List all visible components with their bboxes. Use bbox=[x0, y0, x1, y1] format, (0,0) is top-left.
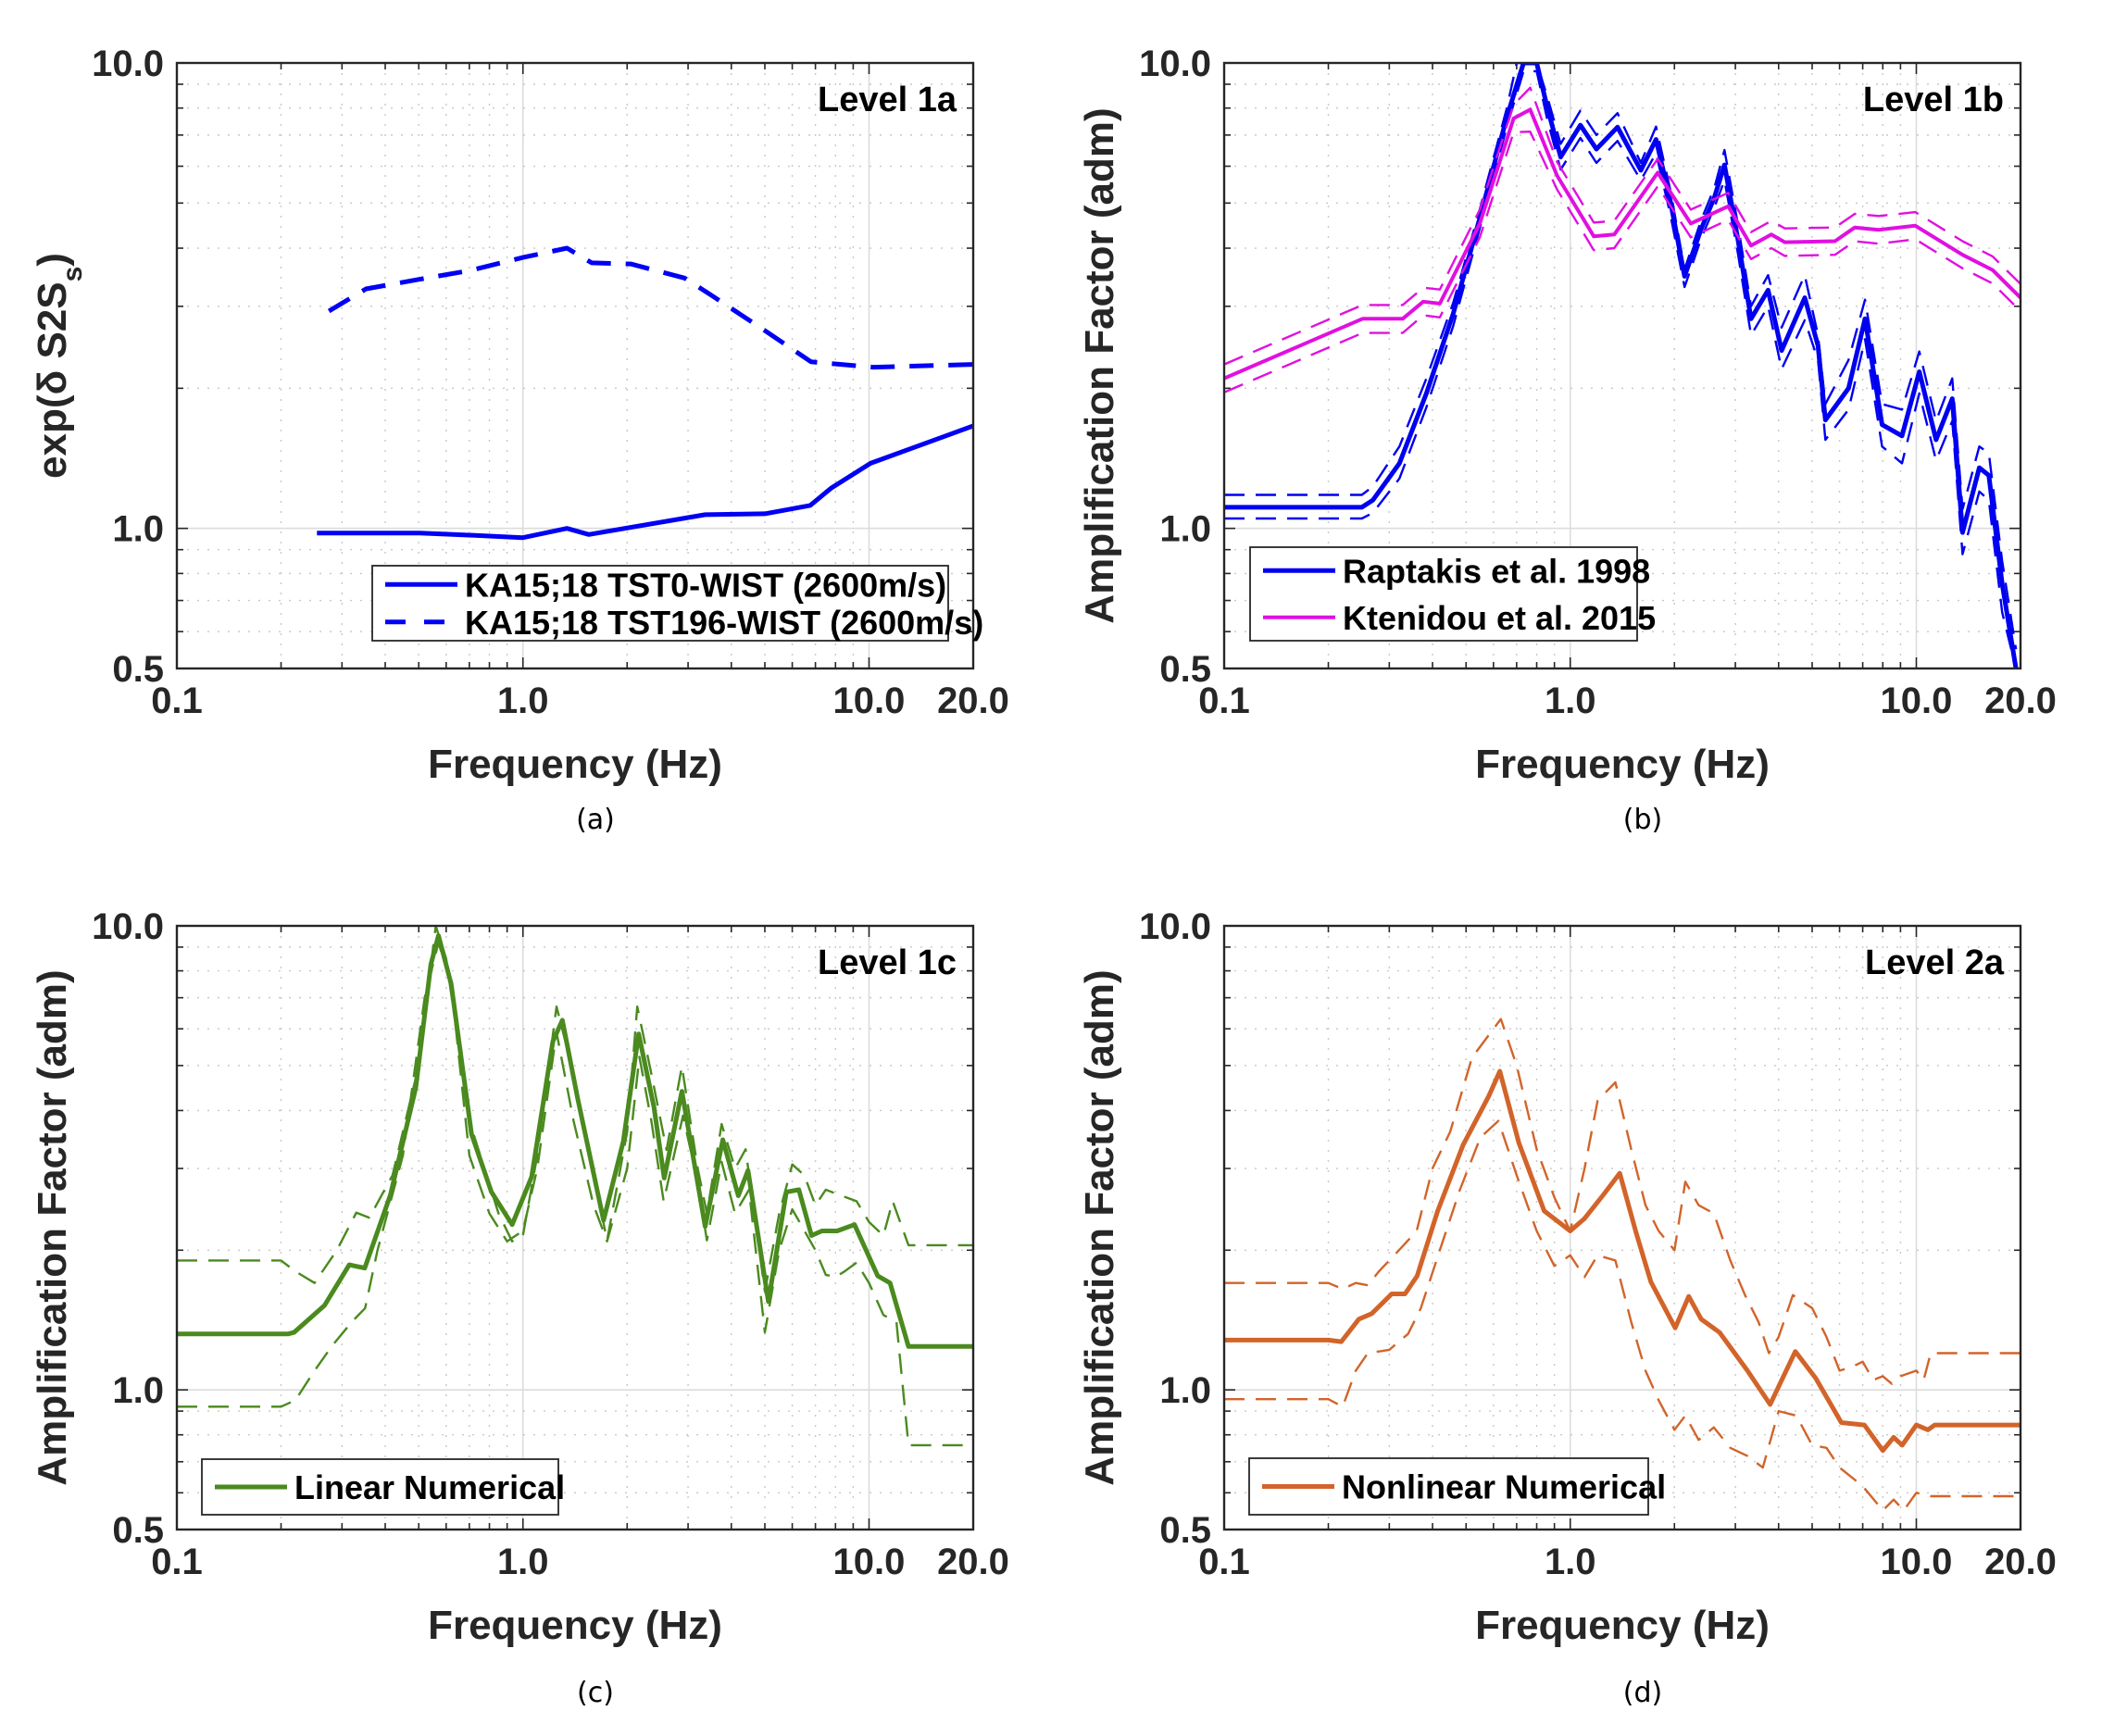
y-axis-label: Amplification Factor (adm) bbox=[30, 969, 75, 1485]
y-tick-label: 10.0 bbox=[92, 44, 164, 84]
panel-caption: (a) bbox=[576, 804, 615, 836]
y-tick-label: 1.0 bbox=[112, 509, 164, 550]
series-line-b-4 bbox=[1224, 86, 2021, 366]
legend-label: Linear Numerical bbox=[294, 1468, 565, 1506]
y-tick-label: 10.0 bbox=[1139, 906, 1211, 947]
plot-area bbox=[1224, 926, 2021, 1530]
y-tick-label: 1.0 bbox=[1159, 509, 1211, 550]
level-label: Level 2a bbox=[1865, 943, 2005, 982]
y-tick-label: 1.0 bbox=[1159, 1370, 1211, 1411]
x-tick-label: 20.0 bbox=[937, 1542, 1009, 1582]
x-tick-label: 0.1 bbox=[1198, 681, 1250, 721]
chart-panel-b: 0.1 1.0 10.0 20.0 0.5 1.0 10.0 Frequency (Hz) Am… bbox=[1077, 44, 2057, 836]
chart-panel-d: 0.1 1.0 10.0 20.0 0.5 1.0 10.0 Frequency (Hz) Am… bbox=[1077, 906, 2057, 1709]
panel-caption: (b) bbox=[1623, 804, 1662, 836]
y-axis-label: exp(δ S2Ss) bbox=[30, 253, 88, 479]
axes-frame bbox=[1222, 924, 2022, 1531]
x-tick-label: 10.0 bbox=[1881, 1542, 1953, 1582]
axes-frame bbox=[1222, 61, 2022, 670]
legend-label: Raptakis et al. 1998 bbox=[1343, 552, 1650, 590]
series-line-b-2 bbox=[1224, 69, 2018, 668]
legend-label: Ktenidou et al. 2015 bbox=[1343, 599, 1656, 637]
level-label: Level 1a bbox=[818, 81, 957, 119]
series-line-d-2 bbox=[1224, 1119, 2021, 1512]
x-tick-label: 0.1 bbox=[151, 1542, 203, 1582]
series-line-a-0 bbox=[317, 423, 973, 541]
x-tick-label: 10.0 bbox=[1881, 681, 1953, 721]
series-line-a-1 bbox=[327, 245, 973, 370]
series-line-c-1 bbox=[177, 926, 973, 1293]
x-tick-label: 1.0 bbox=[497, 1542, 549, 1582]
series-line-d-0 bbox=[1224, 1068, 2021, 1454]
series-line-b-5 bbox=[1224, 130, 2021, 393]
x-axis-label: Frequency (Hz) bbox=[428, 742, 722, 787]
x-tick-label: 10.0 bbox=[833, 681, 906, 721]
series-group bbox=[1224, 63, 2021, 668]
x-tick-label: 1.0 bbox=[497, 681, 549, 721]
y-tick-label: 1.0 bbox=[112, 1370, 164, 1411]
x-tick-label: 1.0 bbox=[1545, 681, 1596, 721]
y-tick-label: 0.5 bbox=[1159, 1510, 1211, 1551]
chart-panel-c: 0.1 1.0 10.0 20.0 0.5 1.0 10.0 Frequency (Hz) Am… bbox=[30, 906, 1009, 1709]
series-line-d-1 bbox=[1224, 1018, 2021, 1385]
x-tick-label: 1.0 bbox=[1545, 1542, 1596, 1582]
x-tick-label: 0.1 bbox=[151, 681, 203, 721]
panel-caption: (d) bbox=[1623, 1677, 1662, 1709]
axes-frame bbox=[175, 61, 975, 670]
level-label: Level 1b bbox=[1863, 81, 2004, 119]
axes-frame bbox=[175, 924, 975, 1531]
x-axis-label: Frequency (Hz) bbox=[1475, 742, 1770, 787]
x-axis-label: Frequency (Hz) bbox=[1475, 1603, 1770, 1648]
series-group bbox=[317, 245, 973, 541]
y-tick-label: 10.0 bbox=[92, 906, 164, 947]
y-tick-label: 10.0 bbox=[1139, 44, 1211, 84]
x-tick-label: 20.0 bbox=[1984, 681, 2057, 721]
x-axis-label: Frequency (Hz) bbox=[428, 1603, 722, 1648]
y-axis-label: Amplification Factor (adm) bbox=[1077, 107, 1122, 623]
y-tick-label: 0.5 bbox=[112, 649, 164, 690]
series-group bbox=[177, 926, 973, 1447]
series-group bbox=[1224, 1018, 2021, 1512]
panel-caption: (c) bbox=[577, 1677, 614, 1709]
series-line-b-1 bbox=[1224, 63, 2018, 650]
chart-panel-a: 0.1 1.0 10.0 20.0 0.5 1.0 10.0 Frequency (Hz) ex… bbox=[30, 44, 1009, 836]
y-axis-label: Amplification Factor (adm) bbox=[1077, 969, 1122, 1485]
x-tick-label: 20.0 bbox=[1984, 1542, 2057, 1582]
y-tick-label: 0.5 bbox=[1159, 649, 1211, 690]
legend: Nonlinear Numerical bbox=[1248, 1457, 1666, 1516]
x-tick-label: 0.1 bbox=[1198, 1542, 1250, 1582]
series-line-c-0 bbox=[177, 933, 973, 1349]
legend-label: KA15;18 TST196-WIST (2600m/s) bbox=[465, 604, 983, 642]
legend: Raptakis et al. 1998 Ktenidou et al. 2015 bbox=[1249, 546, 1656, 642]
x-tick-label: 10.0 bbox=[833, 1542, 906, 1582]
legend-box bbox=[371, 565, 949, 642]
legend: KA15;18 TST0-WIST (2600m/s)KA15;18 TST19… bbox=[371, 565, 983, 642]
legend-box bbox=[1249, 546, 1638, 642]
legend-label: KA15;18 TST0-WIST (2600m/s) bbox=[465, 566, 946, 604]
legend-label: Nonlinear Numerical bbox=[1342, 1468, 1666, 1506]
x-tick-label: 20.0 bbox=[937, 681, 1009, 721]
level-label: Level 1c bbox=[818, 943, 957, 982]
y-tick-label: 0.5 bbox=[112, 1510, 164, 1551]
series-line-c-2 bbox=[177, 941, 973, 1447]
series-line-b-3 bbox=[1224, 107, 2021, 381]
legend: Linear Numerical bbox=[201, 1458, 565, 1516]
